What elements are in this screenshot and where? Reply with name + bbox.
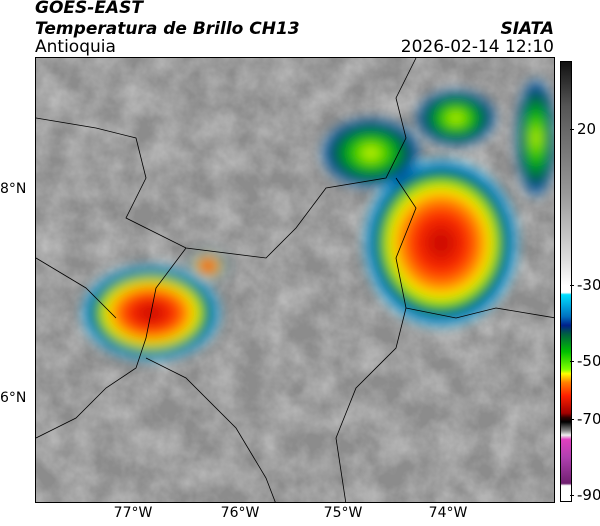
lon-tick: 74°W <box>428 505 468 521</box>
datetime-label: 2026-02-14 12:10 <box>400 37 554 57</box>
organization-label: SIATA <box>500 19 554 39</box>
lon-tick: 75°W <box>323 505 363 521</box>
colorbar-tick: -70 <box>570 410 600 428</box>
colorbar-tick: 20 <box>569 120 596 138</box>
lat-tick: 6°N <box>0 390 27 406</box>
colorbar <box>560 61 572 502</box>
lon-tick: 76°W <box>220 505 260 521</box>
lon-tick: 77°W <box>113 505 153 521</box>
colorbar-tick: -90 <box>570 486 600 504</box>
colorbar-tick: -30 <box>570 276 600 294</box>
region-label: Antioquia <box>35 37 116 57</box>
colorbar-tick: -50 <box>570 352 600 370</box>
product-title: Temperatura de Brillo CH13 <box>35 19 300 39</box>
boundaries <box>36 58 554 502</box>
lat-tick: 8°N <box>0 181 27 197</box>
satellite-map <box>35 57 555 503</box>
satellite-title: GOES-EAST <box>35 0 143 18</box>
